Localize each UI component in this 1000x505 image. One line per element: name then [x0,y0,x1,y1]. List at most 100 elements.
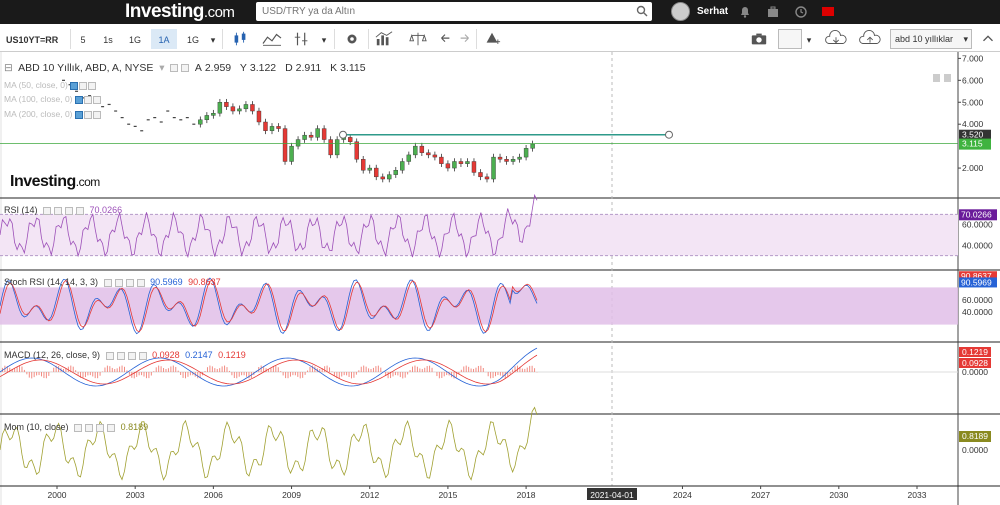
price-tick-label: 5.000 [962,97,984,107]
candle-body [484,176,490,180]
price-tick-label: 2.000 [962,163,984,173]
legend-chevron-icon[interactable]: ▾ [159,62,165,74]
price-tick-label: 6.000 [962,75,984,85]
bar-chart-icon[interactable] [373,29,395,49]
mom-tick-label: 0.0000 [962,445,988,455]
top-header: Investing.com Serhat [0,0,1000,24]
candle-body [295,139,301,147]
rsi-value-badge [959,209,997,221]
candlestick-type-icon[interactable] [230,29,250,49]
ma-settings-icon[interactable] [70,81,79,90]
x-tick-label: 2012 [360,490,379,500]
hline-price-label: 3.520 [962,130,984,140]
turkey-flag-icon[interactable] [822,7,834,16]
ma-hide-icon[interactable] [83,110,92,119]
color-dropdown-chevron-icon[interactable]: ▾ [806,35,812,45]
candle-body [250,104,255,112]
compare-dropdown-chevron-icon[interactable]: ▾ [321,35,327,45]
search-input[interactable] [262,5,622,18]
candle-body [426,152,431,156]
camera-icon[interactable] [748,29,770,49]
instrument-title: ABD 10 Yıllık, ABD, A, NYSE [18,62,154,74]
rsi-legend: RSI (14) 70.0266 [4,205,123,215]
ma-hide-icon[interactable] [79,81,88,90]
interval-1a[interactable]: 1A [151,29,177,49]
trendline-handle-right [665,130,673,139]
last-price-badge [959,138,991,150]
username[interactable]: Serhat [697,6,729,17]
cloud-download-icon[interactable] [822,29,850,49]
ma-close-icon[interactable] [92,95,101,104]
collapse-icon[interactable]: ⊟ [4,62,13,74]
stoch-k-line [0,277,538,335]
candle-body [413,145,418,156]
investing-logo[interactable]: Investing.com [125,1,235,22]
candle-body [361,159,366,171]
cloud-upload-icon[interactable] [856,29,884,49]
chart-toolbar: US10YT=RR 5 1s 1G 1A 1G ▾ ▾ ▾ abd 10 yıl… [0,26,1000,52]
symbol-field[interactable]: US10YT=RR [6,35,59,45]
ma-hide-icon[interactable] [83,95,92,104]
macd-hist-label: 0.0928 [962,358,988,368]
ma-settings-icon[interactable] [74,110,83,119]
x-tick-label: 2003 [126,490,145,500]
candle-body [308,134,314,138]
toolbar-divider [476,29,477,49]
redo-icon[interactable] [457,29,473,49]
undo-icon[interactable] [437,29,453,49]
candle-body [380,176,385,180]
chart-left-edge [0,52,2,505]
interval-dropdown-chevron-icon[interactable]: ▾ [210,35,216,45]
clock-icon[interactable] [794,5,808,19]
ma-settings-icon[interactable] [74,95,83,104]
candle-body [523,148,529,158]
interval-5[interactable]: 5 [80,35,86,45]
low-value: D 2.911 [285,62,322,74]
interval-1g[interactable]: 1G [128,35,141,45]
collapse-chevron-icon[interactable] [978,29,998,49]
candle-body [400,161,405,171]
avatar[interactable] [671,2,690,21]
current-date-badge [587,488,637,500]
candle-body [328,139,333,156]
alert-icon[interactable] [482,29,502,49]
candle-body [217,102,223,114]
candle-body [263,121,268,131]
search-icon[interactable] [636,5,648,17]
price-tick-label: 4.000 [962,119,984,129]
toolbar-divider [334,29,335,49]
candle-body [256,110,262,123]
interval-1g-alt[interactable]: 1G [186,35,199,45]
candle-body [269,126,275,131]
candle-body [504,159,509,162]
ma-100-legend: MA (100, close, 0) [4,94,102,104]
rsi-tick-label: 40.0000 [962,240,993,250]
color-picker-button[interactable] [778,29,802,49]
template-select[interactable]: abd 10 yıllıklar ▾ [890,29,972,49]
candle-body [393,170,398,175]
x-tick-label: 2030 [829,490,848,500]
ma-close-icon[interactable] [88,81,97,90]
search-box[interactable] [256,2,652,21]
toolbar-divider [368,29,369,49]
hide-icon[interactable] [170,64,179,73]
macd-legend: MACD (12, 26, close, 9) 0.0928 0.2147 0.… [4,350,246,360]
briefcase-icon[interactable] [766,5,780,19]
candle-body [517,156,522,160]
bell-icon[interactable] [738,5,752,19]
candle-body [334,139,340,156]
investing-watermark: Investing.com [10,173,100,190]
rsi-band [0,214,958,256]
balance-icon[interactable] [407,29,429,49]
settings-icon[interactable] [181,64,190,73]
gear-icon[interactable] [342,29,362,49]
mom-value-badge [959,431,991,442]
compare-icon[interactable] [292,29,312,49]
ma-close-icon[interactable] [92,110,101,119]
candle-body [465,161,470,164]
candle-body [510,159,516,162]
indicators-icon[interactable] [260,29,284,49]
candle-body [478,172,483,178]
interval-1s[interactable]: 1s [103,35,113,45]
